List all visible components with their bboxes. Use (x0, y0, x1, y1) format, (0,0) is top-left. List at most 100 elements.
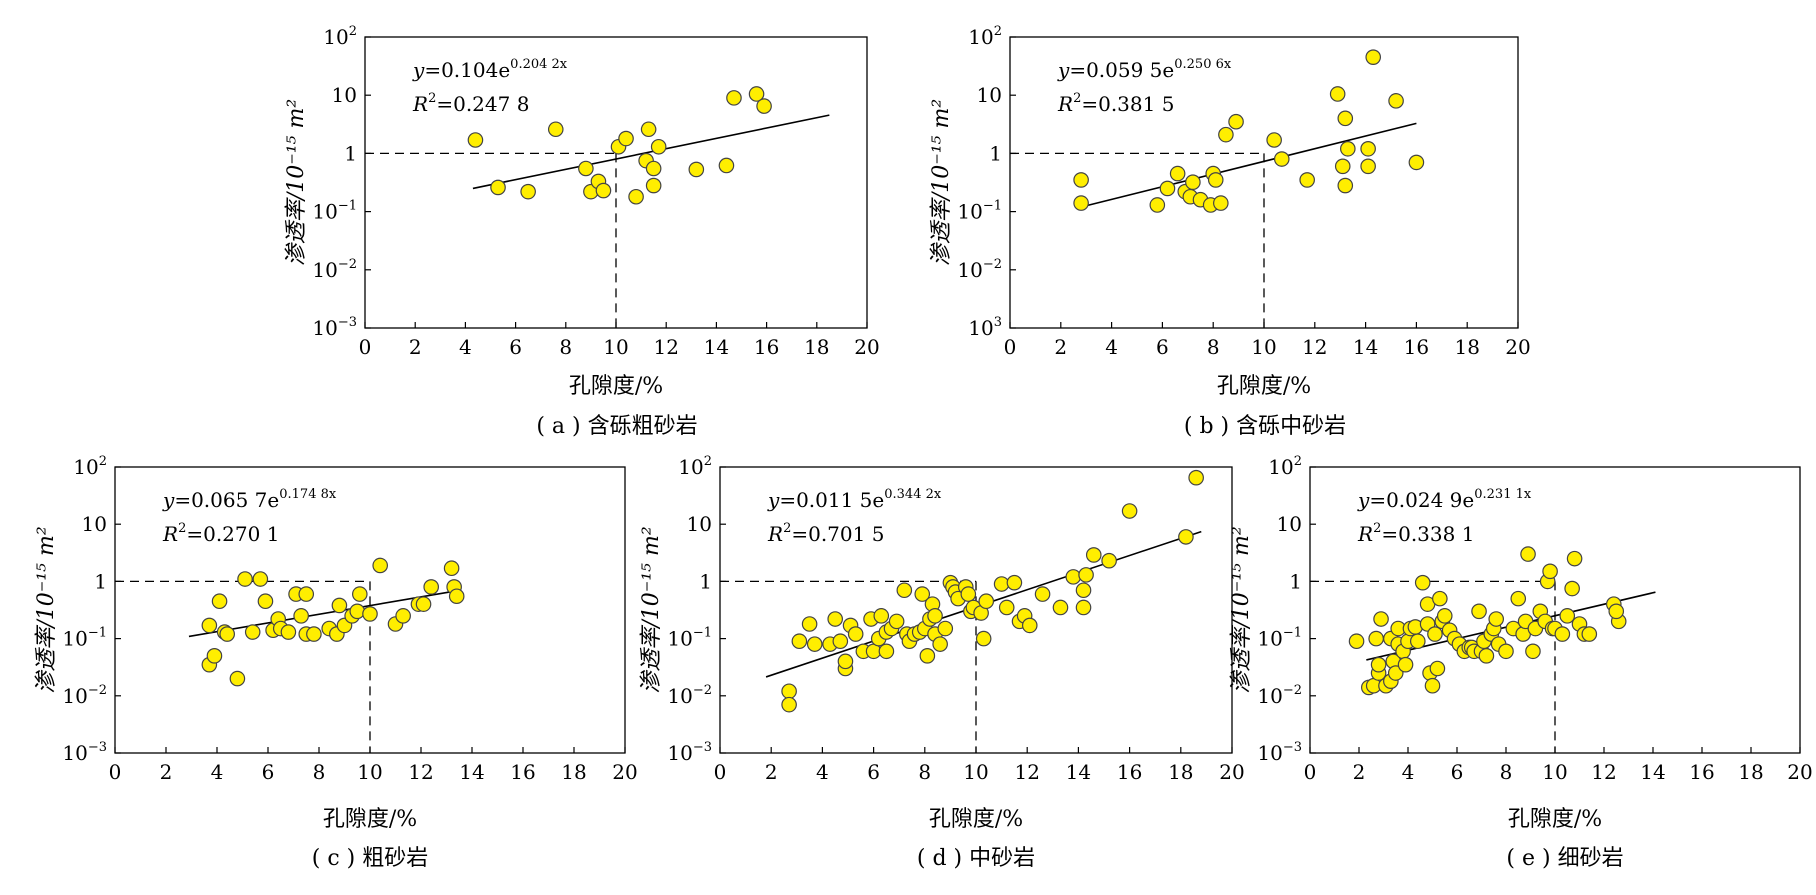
x-tick-label: 10 (603, 335, 628, 359)
data-point (1075, 582, 1092, 599)
data-point (791, 633, 808, 650)
x-tick-label: 2 (160, 760, 173, 784)
fit-line (188, 590, 457, 638)
data-point (1101, 552, 1117, 569)
data-point (1337, 177, 1354, 194)
data-point (1510, 590, 1527, 607)
data-point (827, 611, 843, 627)
data-point (1581, 626, 1598, 642)
r-squared-label: R2=0.701 5 (767, 521, 884, 546)
y-tick-label: 1 (699, 569, 712, 593)
data-point (688, 161, 705, 178)
data-point (975, 630, 992, 647)
y-tick-label: 10−3 (62, 740, 107, 765)
data-point (1121, 503, 1138, 519)
x-tick-label: 20 (612, 760, 637, 784)
y-tick-label: 10−2 (62, 683, 107, 708)
x-tick-label: 18 (804, 335, 829, 359)
data-point (1213, 195, 1229, 211)
data-point (201, 617, 218, 634)
data-point (244, 624, 261, 640)
x-tick-label: 12 (1302, 335, 1327, 359)
data-point (298, 586, 315, 602)
data-point (280, 624, 297, 640)
data-point (1388, 93, 1404, 109)
x-axis-label: 孔隙度/% (929, 807, 1023, 832)
data-point (1228, 113, 1244, 130)
x-tick-label: 6 (1451, 760, 1464, 784)
x-tick-label: 6 (262, 760, 275, 784)
data-point (1368, 630, 1384, 647)
data-point (1185, 174, 1201, 191)
x-tick-label: 0 (1004, 335, 1017, 359)
y-tick-label: 102 (1268, 454, 1302, 479)
y-tick-label: 10−1 (1257, 626, 1302, 651)
panel-c: 0 2 4 6 8 10 12 14 16 18 20 102 10 1 10−1 10−2 10−3 y=0.0… (34, 454, 638, 871)
data-point (306, 626, 322, 642)
x-tick-label: 10 (357, 760, 382, 784)
equation-label: y=0.011 5e0.344 2x (767, 487, 942, 512)
data-point (1178, 529, 1194, 545)
data-point (1075, 599, 1092, 616)
data-point (1427, 626, 1443, 642)
data-point (1387, 665, 1404, 681)
x-tick-label: 0 (109, 760, 122, 784)
r-squared-label: R2=0.247 8 (412, 91, 529, 116)
data-point (1370, 656, 1387, 673)
data-point (578, 160, 594, 177)
x-tick-label: 12 (1591, 760, 1616, 784)
data-point (1034, 586, 1051, 602)
data-point (1085, 547, 1102, 563)
r-squared-label: R2=0.270 1 (162, 521, 279, 546)
data-point (888, 613, 905, 630)
data-point (415, 596, 432, 612)
data-point (1273, 151, 1290, 167)
x-tick-label: 12 (1014, 760, 1039, 784)
data-point (640, 121, 657, 138)
panel-b: 0 2 4 6 8 10 12 14 16 18 20 102 10 1 10−1 10−2 103 y=0.05… (929, 24, 1531, 439)
data-point (1498, 643, 1514, 660)
data-point (467, 132, 484, 148)
y-tick-label: 102 (323, 24, 357, 49)
x-tick-label: 2 (1054, 335, 1067, 359)
data-point (914, 586, 931, 602)
data-point (1169, 165, 1186, 182)
panel-caption: ( d ) 中砂岩 (917, 846, 1035, 871)
data-point (1436, 608, 1453, 624)
x-axis-label: 孔隙度/% (323, 807, 417, 832)
x-tick-label: 20 (1219, 760, 1244, 784)
y-tick-label: 103 (968, 315, 1002, 340)
r-squared-label: R2=0.381 5 (1057, 91, 1174, 116)
data-point (229, 670, 246, 687)
x-tick-label: 16 (1689, 760, 1714, 784)
equation-label: y=0.024 9e0.231 1x (1357, 487, 1532, 512)
data-point (1348, 633, 1365, 650)
data-point (937, 620, 954, 637)
data-point (1188, 469, 1204, 486)
y-tick-label: 10−3 (1257, 740, 1302, 765)
y-tick-label: 102 (678, 454, 712, 479)
data-point (252, 571, 269, 587)
data-point (1021, 617, 1038, 634)
x-tick-label: 10 (1251, 335, 1276, 359)
data-point (628, 188, 644, 205)
x-tick-label: 8 (313, 760, 326, 784)
x-tick-label: 20 (1505, 335, 1530, 359)
y-tick-label: 10−1 (957, 199, 1002, 224)
y-tick-label: 10 (977, 83, 1002, 107)
x-tick-label: 4 (1105, 335, 1118, 359)
equation-label: y=0.104e0.204 2x (412, 57, 568, 82)
x-tick-label: 10 (963, 760, 988, 784)
data-point (1432, 590, 1448, 607)
data-point (1608, 603, 1625, 620)
panel-d: 0 2 4 6 8 10 12 14 16 18 20 102 10 1 10−1 10−2 10−3 y=0.0… (639, 454, 1245, 871)
data-point (520, 183, 536, 200)
data-point (1471, 603, 1487, 620)
x-tick-label: 6 (509, 335, 522, 359)
fit-line (472, 114, 830, 190)
y-tick-label: 1 (94, 569, 107, 593)
y-axis-label: 渗透率/10⁻¹⁵ m² (284, 99, 309, 266)
y-tick-label: 1 (989, 141, 1002, 165)
data-point (1478, 648, 1495, 664)
